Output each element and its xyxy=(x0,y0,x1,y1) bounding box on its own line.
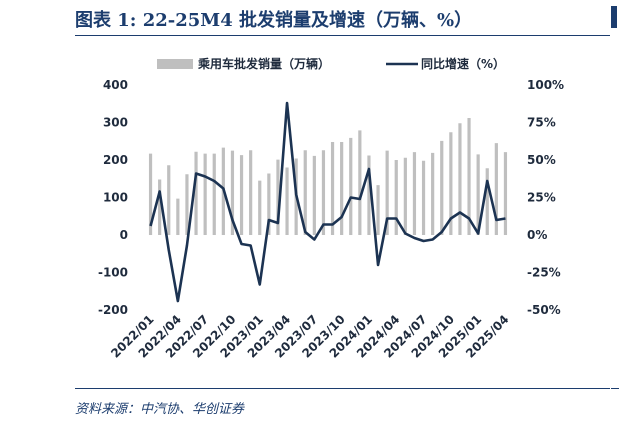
bar-2023/01 xyxy=(258,180,262,236)
bar-2024/04 xyxy=(394,160,398,235)
bar-2024/11 xyxy=(458,123,462,235)
y-right-tick-label: 0% xyxy=(527,228,547,242)
bar-2023/09 xyxy=(330,142,335,235)
bar-2022/02 xyxy=(158,179,162,235)
y-axis-right: -50% -25% 0% 25% 50% 75% 100% xyxy=(527,78,564,317)
y-left-tick-label: -200 xyxy=(98,303,128,317)
bar-2023/06 xyxy=(303,150,307,235)
y-left-tick-label: 0 xyxy=(120,228,128,242)
bar-2023/11 xyxy=(349,137,353,236)
y-left-tick-label: -100 xyxy=(98,266,128,280)
bar-2023/07 xyxy=(312,155,316,236)
y-right-tick-label: -25% xyxy=(527,266,561,280)
bar-2023/08 xyxy=(321,150,326,235)
bar-2024/05 xyxy=(403,157,407,235)
legend-bar-label: 乘用车批发销量（万辆） xyxy=(197,56,330,71)
y-right-tick-label: -50% xyxy=(527,303,561,317)
footer-rule xyxy=(75,388,610,389)
bar-2022/11 xyxy=(239,155,244,236)
x-axis: 2022/012022/042022/072022/102023/012023/… xyxy=(108,312,511,360)
bar-2024/08 xyxy=(431,152,435,236)
footer-side-rule xyxy=(611,388,619,389)
line-series xyxy=(149,101,506,303)
bar-2022/06 xyxy=(194,151,198,235)
bar-2023/04 xyxy=(285,167,289,235)
bar-2023/10 xyxy=(340,142,344,235)
bar-2024/10 xyxy=(449,132,453,235)
bar-2022/10 xyxy=(230,150,235,236)
bar-2022/12 xyxy=(249,150,253,235)
legend-bar-swatch xyxy=(157,59,193,69)
bar-2022/03 xyxy=(167,165,171,235)
bar-2024/01 xyxy=(367,155,371,235)
y-right-tick-label: 75% xyxy=(527,116,556,130)
y-right-tick-label: 100% xyxy=(527,78,564,92)
bar-2025/04 xyxy=(503,152,508,236)
bar-2022/08 xyxy=(212,153,216,236)
bar-2024/03 xyxy=(385,150,389,236)
bar-2022/05 xyxy=(185,174,189,235)
y-left-tick-label: 300 xyxy=(103,116,128,130)
y-left-tick-label: 400 xyxy=(103,78,128,92)
chart-title: 图表 1: 22-25M4 批发销量及增速（万辆、%） xyxy=(75,10,473,31)
side-mark xyxy=(611,6,617,28)
legend-line-label: 同比增速（%） xyxy=(421,56,505,71)
y-left-tick-label: 100 xyxy=(103,191,128,205)
legend: 乘用车批发销量（万辆） 同比增速（%） xyxy=(157,56,505,71)
y-right-tick-label: 50% xyxy=(527,153,556,167)
bar-2024/12 xyxy=(467,118,471,235)
bar-2022/07 xyxy=(203,153,207,236)
bar-2024/02 xyxy=(376,185,380,236)
y-right-tick-label: 25% xyxy=(527,191,556,205)
bar-series xyxy=(148,118,508,236)
source-note: 资料来源：中汽协、华创证券 xyxy=(75,402,245,417)
bar-2024/09 xyxy=(440,140,444,236)
bar-2025/02 xyxy=(485,168,489,235)
bar-2023/03 xyxy=(276,159,280,236)
y-left-tick-label: 200 xyxy=(103,153,128,167)
bar-2022/04 xyxy=(176,198,180,236)
bar-2025/01 xyxy=(476,154,480,236)
y-axis-left: -200 -100 0 100 200 300 400 xyxy=(98,78,128,317)
bar-2023/12 xyxy=(358,130,362,236)
bar-2024/06 xyxy=(412,152,417,236)
bar-2023/02 xyxy=(267,173,271,235)
bar-2022/01 xyxy=(148,153,153,236)
sales-chart: 乘用车批发销量（万辆） 同比增速（%） -200 -100 0 100 200 300 400… xyxy=(98,56,564,361)
title-rule xyxy=(75,35,610,36)
yoy-growth-line xyxy=(149,101,506,303)
bar-2025/03 xyxy=(494,143,498,236)
bar-2024/07 xyxy=(421,160,426,235)
